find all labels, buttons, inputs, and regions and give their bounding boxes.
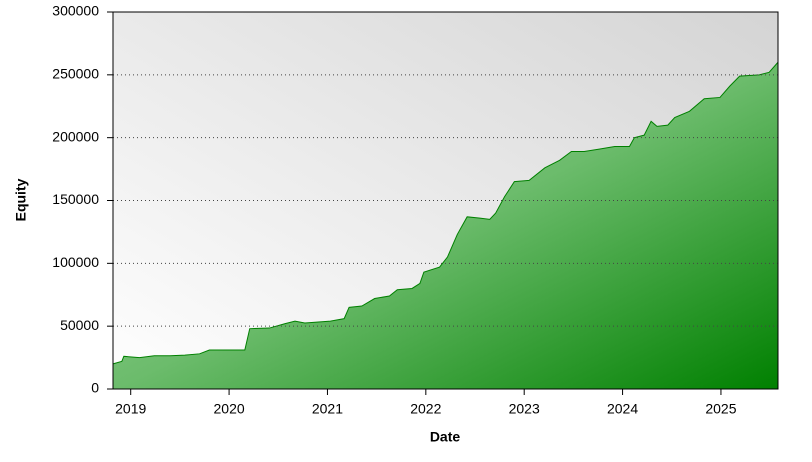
x-tick-label: 2020 xyxy=(214,401,245,417)
y-tick-label: 0 xyxy=(91,380,99,396)
plot-frame xyxy=(112,11,779,390)
y-tick-label: 300000 xyxy=(52,3,99,19)
y-tick-label: 250000 xyxy=(52,66,99,82)
equity-area xyxy=(113,62,778,390)
y-tick-label: 100000 xyxy=(52,254,99,270)
y-tick-label: 150000 xyxy=(52,191,99,207)
y-tick-label: 50000 xyxy=(60,317,99,333)
x-tick-label: 2024 xyxy=(607,401,638,417)
y-tick-label: 200000 xyxy=(52,128,99,144)
y-axis-title: Equity xyxy=(13,178,29,221)
x-axis-title: Date xyxy=(430,429,461,445)
equity-line xyxy=(112,61,779,365)
x-tick-label: 2022 xyxy=(410,401,441,417)
x-tick-label: 2025 xyxy=(705,401,736,417)
x-tick-label: 2023 xyxy=(509,401,540,417)
x-tick-label: 2021 xyxy=(312,401,343,417)
x-tick-label: 2019 xyxy=(115,401,146,417)
